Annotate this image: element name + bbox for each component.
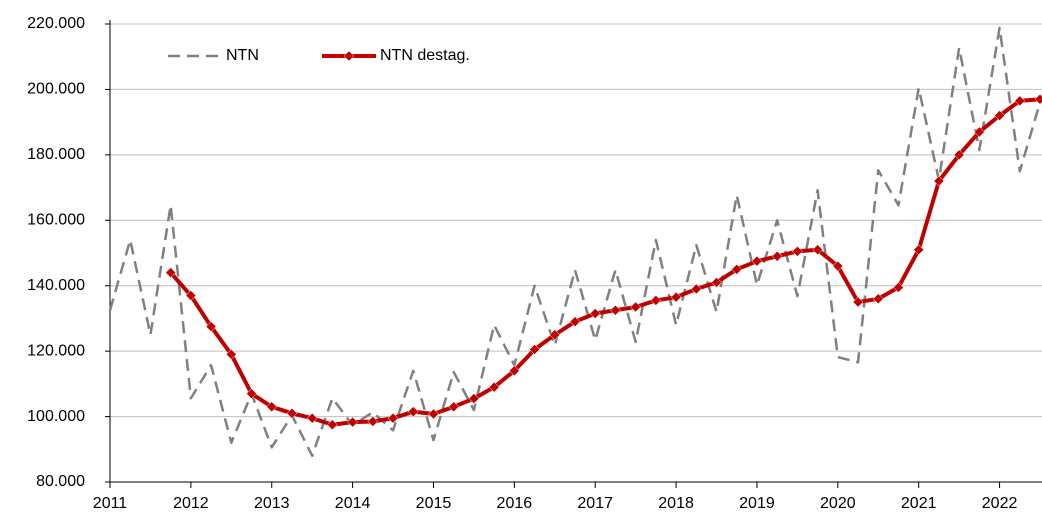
marker xyxy=(610,304,621,316)
x-tick-label: 2011 xyxy=(93,495,128,512)
x-tick-label: 2017 xyxy=(577,495,613,512)
marker xyxy=(508,365,520,377)
marker xyxy=(832,260,844,272)
y-tick-label: 180.000 xyxy=(27,146,85,163)
marker xyxy=(872,293,884,305)
marker xyxy=(812,244,823,256)
marker xyxy=(933,175,945,187)
marker xyxy=(448,401,460,413)
marker xyxy=(1034,93,1042,105)
marker xyxy=(589,308,601,319)
x-tick-label: 2020 xyxy=(820,495,856,512)
marker xyxy=(327,419,338,431)
marker xyxy=(165,267,177,278)
marker xyxy=(1014,95,1026,107)
marker xyxy=(367,416,379,427)
marker xyxy=(347,416,358,428)
marker xyxy=(913,244,925,256)
x-tick-label: 2012 xyxy=(173,495,209,512)
marker xyxy=(852,296,864,308)
marker xyxy=(185,290,197,301)
y-tick-label: 140.000 xyxy=(27,277,85,294)
x-tick-label: 2015 xyxy=(416,495,452,512)
marker xyxy=(690,283,702,295)
marker xyxy=(286,407,298,419)
legend-marker xyxy=(343,50,355,62)
y-tick-label: 100.000 xyxy=(27,408,85,425)
marker xyxy=(549,329,561,341)
y-tick-label: 160.000 xyxy=(27,212,85,229)
legend-label: NTN destag. xyxy=(380,47,470,64)
x-tick-label: 2019 xyxy=(739,495,775,512)
marker xyxy=(731,264,743,275)
marker xyxy=(246,388,257,400)
x-tick-label: 2013 xyxy=(254,495,290,512)
y-tick-label: 120.000 xyxy=(27,342,85,359)
marker xyxy=(225,349,237,360)
marker xyxy=(771,250,783,262)
series-line xyxy=(108,26,1042,458)
marker xyxy=(650,295,662,306)
marker xyxy=(407,406,419,418)
marker xyxy=(973,126,985,138)
marker xyxy=(711,277,722,288)
marker xyxy=(792,246,803,257)
y-tick-label: 220.000 xyxy=(27,15,85,32)
marker xyxy=(266,401,278,413)
marker xyxy=(529,344,540,355)
marker xyxy=(387,412,399,424)
marker xyxy=(953,149,965,161)
x-tick-label: 2018 xyxy=(658,495,694,512)
y-tick-label: 200.000 xyxy=(27,81,85,98)
y-tick-label: 80.000 xyxy=(36,473,85,490)
marker xyxy=(994,110,1005,121)
x-tick-label: 2022 xyxy=(982,495,1018,512)
marker xyxy=(569,316,581,328)
marker xyxy=(306,412,318,424)
marker xyxy=(751,255,763,267)
marker xyxy=(205,321,217,332)
marker xyxy=(893,281,904,293)
legend-label: NTN xyxy=(226,47,259,64)
marker xyxy=(630,301,642,313)
marker xyxy=(670,291,682,303)
x-tick-label: 2016 xyxy=(497,495,533,512)
marker xyxy=(468,393,480,404)
marker xyxy=(488,381,500,393)
marker xyxy=(428,408,439,420)
x-tick-label: 2014 xyxy=(335,495,371,512)
x-tick-label: 2021 xyxy=(901,495,937,512)
